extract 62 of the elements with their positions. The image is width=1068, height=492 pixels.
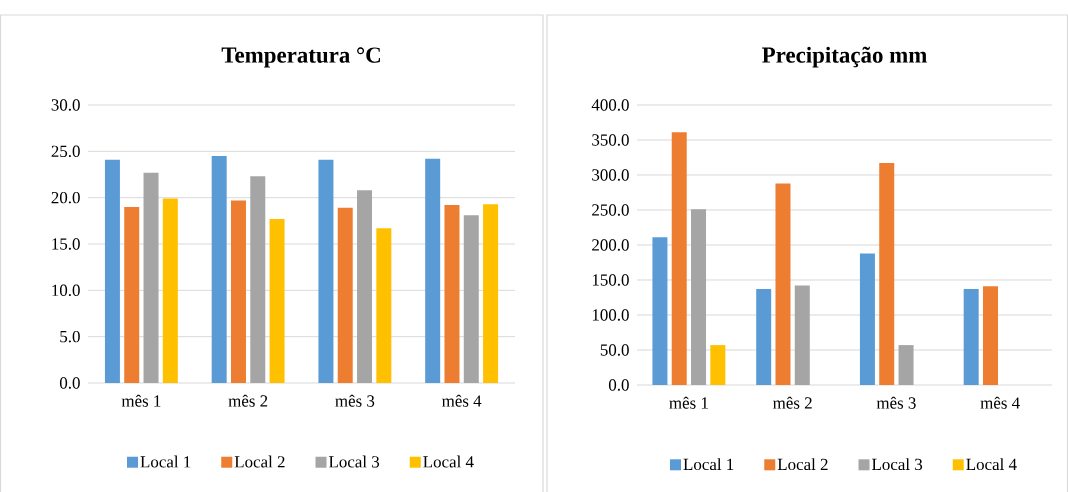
bar	[124, 206, 140, 383]
y-tick-label: 250.0	[592, 204, 629, 216]
y-tick-label: 100.0	[592, 309, 629, 321]
bar	[318, 159, 334, 383]
x-tick-label: mês 3	[335, 394, 375, 407]
bar	[357, 190, 373, 383]
x-tick-label: mês 4	[980, 396, 1020, 409]
x-tick-label: mês 1	[669, 396, 708, 409]
bar	[775, 183, 791, 385]
y-tick-label: 0.0	[608, 379, 629, 391]
x-tick-label: mês 3	[876, 396, 916, 409]
bar	[671, 132, 687, 385]
legend-label: Local 2	[777, 458, 828, 471]
bar	[756, 289, 772, 385]
legend-label: Local 3	[328, 455, 380, 468]
x-tick-label: mês 1	[121, 394, 161, 407]
bar	[652, 237, 668, 385]
chart-title: Precipitação mm	[762, 46, 927, 68]
y-tick-label: 400.0	[591, 99, 629, 111]
y-tick-label: 15.0	[52, 238, 80, 250]
bar	[425, 158, 441, 383]
legend-label: Local 1	[683, 458, 734, 471]
y-tick-label: 20.0	[51, 191, 80, 204]
bar	[982, 286, 998, 385]
bar	[879, 163, 895, 385]
y-tick-label: 25.0	[51, 145, 80, 158]
bar	[104, 159, 120, 383]
y-tick-label: 0.0	[59, 377, 80, 389]
bar	[794, 285, 810, 385]
bar	[162, 198, 178, 383]
chart-title: Temperatura °C	[221, 47, 380, 68]
x-tick-label: mês 4	[442, 394, 482, 407]
bar	[269, 218, 285, 383]
bar	[859, 253, 875, 385]
y-tick-label: 300.0	[592, 169, 629, 181]
bar	[463, 215, 479, 383]
legend-label: Local 4	[966, 458, 1017, 471]
y-tick-label: 5.0	[60, 330, 80, 343]
legend-label: Local 2	[234, 455, 285, 468]
bar	[337, 207, 353, 383]
y-tick-label: 350.0	[592, 134, 629, 146]
bar	[483, 204, 499, 383]
bar	[963, 289, 979, 385]
y-tick-label: 150.0	[592, 274, 629, 286]
bar	[250, 176, 266, 383]
bar	[691, 209, 707, 385]
bar	[376, 228, 392, 383]
y-tick-label: 50.0	[600, 344, 629, 356]
x-tick-label: mês 2	[228, 394, 268, 407]
bar	[710, 345, 726, 385]
legend-label: Local 1	[140, 455, 191, 468]
bar	[898, 345, 914, 385]
legend-label: Local 3	[871, 458, 923, 471]
x-tick-label: mês 2	[773, 396, 812, 409]
y-tick-label: 30.0	[51, 99, 80, 111]
bar	[211, 155, 227, 383]
y-tick-label: 10.0	[52, 284, 80, 297]
bar	[143, 172, 159, 383]
bar	[444, 205, 460, 383]
legend-label: Local 4	[423, 455, 474, 468]
y-tick-label: 200.0	[592, 239, 629, 251]
bar	[230, 200, 246, 383]
